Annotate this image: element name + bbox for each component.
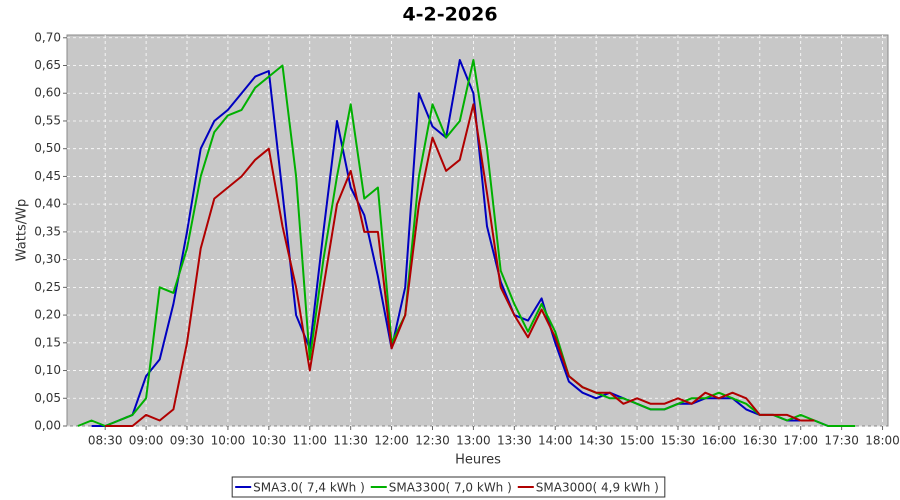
legend-label: SMA3.0( 7,4 kWh ) bbox=[253, 481, 365, 495]
y-tick-label: 0,15 bbox=[34, 335, 61, 349]
y-tick-label: 0,55 bbox=[34, 113, 61, 127]
y-tick-label: 0,35 bbox=[34, 224, 61, 238]
x-tick-label: 12:00 bbox=[374, 434, 409, 448]
x-tick-label: 18:00 bbox=[865, 434, 900, 448]
x-tick-label: 09:30 bbox=[170, 434, 205, 448]
y-tick-label: 0,25 bbox=[34, 280, 61, 294]
y-tick-label: 0,20 bbox=[34, 308, 61, 322]
x-tick-label: 13:00 bbox=[456, 434, 491, 448]
y-tick-label: 0,10 bbox=[34, 363, 61, 377]
x-tick-label: 16:30 bbox=[743, 434, 778, 448]
x-tick-label: 15:00 bbox=[620, 434, 655, 448]
y-tick-label: 0,45 bbox=[34, 169, 61, 183]
y-tick-label: 0,05 bbox=[34, 391, 61, 405]
chart-title: 4-2-2026 bbox=[402, 4, 497, 26]
x-axis-title: Heures bbox=[455, 453, 501, 468]
legend-label: SMA3300( 7,0 kWh ) bbox=[389, 481, 512, 495]
x-tick-label: 10:30 bbox=[252, 434, 287, 448]
x-tick-label: 11:00 bbox=[292, 434, 327, 448]
x-tick-label: 12:30 bbox=[415, 434, 450, 448]
x-tick-label: 09:00 bbox=[129, 434, 164, 448]
x-tick-label: 08:30 bbox=[88, 434, 123, 448]
y-tick-label: 0,30 bbox=[34, 252, 61, 266]
y-tick-label: 0,70 bbox=[34, 30, 61, 44]
y-tick-label: 0,60 bbox=[34, 86, 61, 100]
y-tick-label: 0,65 bbox=[34, 58, 61, 72]
x-tick-label: 17:00 bbox=[783, 434, 818, 448]
x-tick-label: 10:00 bbox=[211, 434, 246, 448]
y-tick-label: 0,50 bbox=[34, 141, 61, 155]
plot-area bbox=[66, 34, 889, 427]
legend bbox=[231, 476, 666, 498]
x-tick-label: 13:30 bbox=[497, 434, 532, 448]
y-axis-title: Watts/Wp bbox=[15, 199, 30, 261]
y-tick-label: 0,40 bbox=[34, 197, 61, 211]
x-tick-label: 11:30 bbox=[333, 434, 368, 448]
series-line bbox=[105, 103, 815, 427]
x-tick-label: 16:00 bbox=[702, 434, 737, 448]
y-tick-label: 0,00 bbox=[34, 419, 61, 433]
legend-label: SMA3000( 4,9 kWh ) bbox=[536, 481, 659, 495]
x-tick-label: 14:30 bbox=[579, 434, 614, 448]
x-tick-label: 14:00 bbox=[538, 434, 573, 448]
x-tick-label: 15:30 bbox=[661, 434, 696, 448]
x-tick-label: 17:30 bbox=[824, 434, 859, 448]
